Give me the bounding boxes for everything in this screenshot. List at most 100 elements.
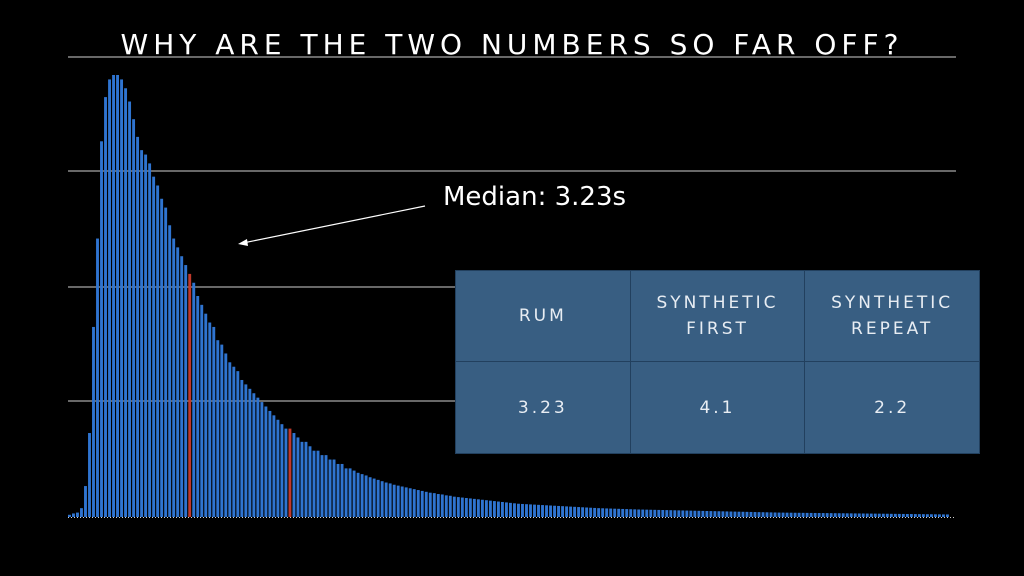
histogram-bar <box>308 446 312 517</box>
histogram-bar <box>156 185 160 517</box>
histogram-bar <box>857 513 861 517</box>
histogram-bar <box>408 488 412 517</box>
histogram-bar <box>905 513 909 517</box>
histogram-bar <box>172 238 176 518</box>
histogram-bar <box>220 344 224 517</box>
histogram-bar <box>605 508 609 517</box>
histogram-bar <box>468 498 472 517</box>
highlighted-bar <box>188 273 192 517</box>
histogram-bar <box>372 478 376 517</box>
histogram-bar <box>513 503 516 517</box>
histogram-bar <box>881 513 885 517</box>
histogram-bar <box>869 513 873 517</box>
histogram-bar <box>757 512 761 517</box>
histogram-bar <box>412 489 416 517</box>
histogram-bar <box>849 513 853 517</box>
histogram-bar <box>272 415 276 517</box>
histogram-bar <box>504 502 508 517</box>
histogram-bar <box>677 510 681 517</box>
value-synthetic-first: 4.1 <box>629 361 806 454</box>
histogram-bar <box>224 353 228 517</box>
histogram-bar <box>348 468 352 517</box>
histogram-bar <box>725 511 729 517</box>
median-annotation: Median: 3.23s <box>443 182 627 212</box>
histogram-bar <box>733 511 737 517</box>
histogram-bar <box>521 503 524 517</box>
histogram-bar <box>424 491 428 517</box>
histogram-bar <box>396 485 400 517</box>
histogram-bar <box>729 511 733 517</box>
histogram-bar <box>336 463 340 517</box>
histogram-bar <box>545 505 548 517</box>
histogram-bar <box>440 494 444 517</box>
histogram-bar <box>745 511 749 517</box>
histogram-bar <box>845 513 849 517</box>
histogram-bar <box>873 513 877 517</box>
histogram-bar <box>124 88 128 517</box>
histogram-bar <box>761 512 765 517</box>
histogram-bar <box>937 514 941 517</box>
histogram-bar <box>781 512 785 517</box>
arrow-head <box>238 239 248 246</box>
histogram-bar <box>160 198 164 517</box>
histogram-bar <box>88 433 91 517</box>
histogram-bar <box>484 500 488 517</box>
histogram-bar <box>897 513 901 517</box>
histogram-bar <box>256 397 260 517</box>
histogram-bar <box>737 511 741 517</box>
histogram-bar <box>701 510 705 517</box>
highlighted-bar <box>288 428 292 517</box>
histogram-bar <box>537 504 540 517</box>
histogram-bar <box>112 75 115 517</box>
histogram-bar <box>244 384 248 517</box>
histogram-bar <box>921 514 925 517</box>
histogram-bar <box>128 101 132 518</box>
histogram-bar <box>901 513 905 517</box>
histogram-bar <box>184 265 188 517</box>
histogram-bar <box>929 514 933 517</box>
histogram-bar <box>296 437 300 517</box>
histogram-bar <box>472 498 476 517</box>
histogram-bar <box>476 499 480 517</box>
histogram-bar <box>436 494 440 517</box>
histogram-bar <box>332 459 336 517</box>
histogram-bar <box>909 514 913 517</box>
histogram-bar <box>488 500 492 517</box>
histogram-bar <box>316 450 320 517</box>
histogram-bar <box>164 207 168 517</box>
histogram-bar <box>613 508 617 517</box>
table-value-row: 3.23 4.1 2.2 <box>455 361 980 454</box>
histogram-bar <box>913 514 917 517</box>
histogram-bar <box>717 511 721 517</box>
histogram-bar <box>376 479 380 517</box>
histogram-bar <box>232 366 236 517</box>
histogram-bar <box>589 507 593 517</box>
histogram-bar <box>304 441 308 517</box>
histogram-bar <box>525 504 528 517</box>
histogram-bar <box>368 477 372 517</box>
histogram-bar <box>797 512 801 517</box>
histogram-bar <box>653 509 657 517</box>
histogram-bar <box>356 472 360 517</box>
value-synthetic-repeat: 2.2 <box>804 361 980 454</box>
slide-title: WHY ARE THE TWO NUMBERS SO FAR OFF? <box>120 28 904 61</box>
histogram-bar <box>416 490 420 517</box>
histogram-bars <box>68 75 949 518</box>
histogram-bar <box>517 503 520 517</box>
histogram-bar <box>789 512 793 517</box>
histogram-bar <box>681 510 685 517</box>
histogram-bar <box>609 508 613 517</box>
histogram-bar <box>769 512 773 517</box>
histogram-bar <box>280 424 284 517</box>
histogram-bar <box>853 513 857 517</box>
histogram-bar <box>673 510 677 517</box>
histogram-bar <box>625 509 629 517</box>
histogram-bar <box>705 510 709 517</box>
histogram-bar <box>448 495 452 517</box>
histogram-bar <box>384 482 388 517</box>
histogram-bar <box>557 505 560 517</box>
histogram-bar <box>577 507 581 518</box>
histogram-bar <box>204 313 208 517</box>
histogram-bar <box>825 513 829 517</box>
histogram-bar <box>841 513 845 517</box>
